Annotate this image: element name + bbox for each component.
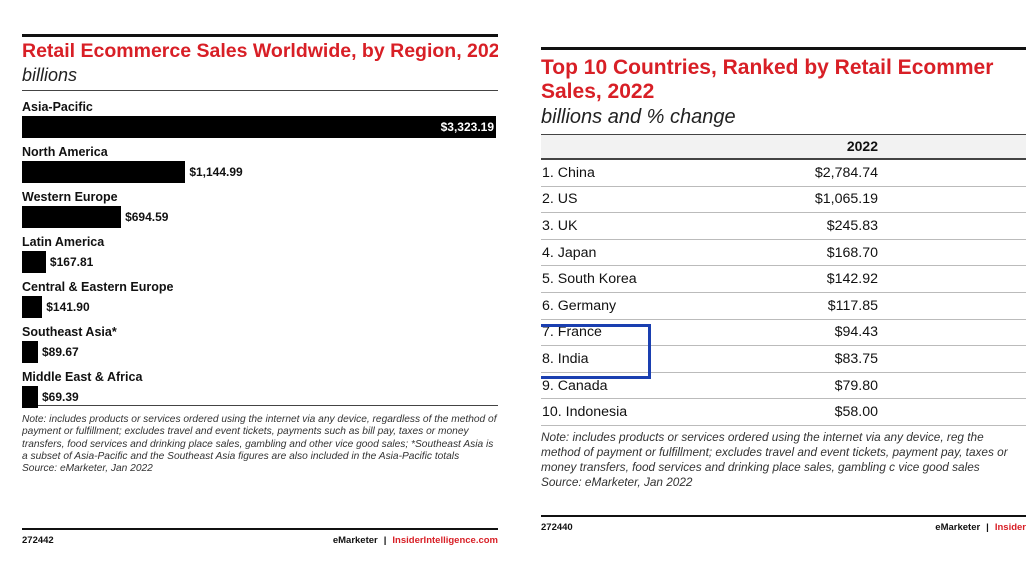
bar-value-label: $141.90 xyxy=(46,299,90,314)
value-cell: $142.92 xyxy=(692,265,1026,293)
chart-title: Retail Ecommerce Sales Worldwide, by Reg… xyxy=(22,40,498,62)
bar xyxy=(22,115,496,138)
bar-value-label: $69.39 xyxy=(42,389,79,404)
value-cell: $245.83 xyxy=(692,212,1026,240)
country-cell: 6. Germany xyxy=(541,292,693,320)
table-title-line2: Sales, 2022 xyxy=(541,79,655,103)
bar-value-label: $1,144.99 xyxy=(189,164,243,179)
value-cell: $83.75 xyxy=(692,345,1026,373)
bar-value-label: $89.67 xyxy=(42,344,79,359)
bar-category-label: Southeast Asia* xyxy=(22,324,117,339)
table-row: 8. India $83.75 xyxy=(541,345,1026,373)
brand-separator: | xyxy=(383,535,387,546)
source-text: Source: eMarketer, Jan 2022 xyxy=(541,474,693,489)
table-row: 5. South Korea $142.92 xyxy=(541,265,1026,293)
brand-site: Insider xyxy=(994,522,1026,533)
value-cell: $58.00 xyxy=(692,398,1026,426)
bar-group: Western Europe $694.59 xyxy=(22,190,498,234)
table-row: 3. UK $245.83 xyxy=(541,212,1026,240)
bar-chart-area: Asia-Pacific $3,323.19 North America $1,144… xyxy=(22,100,498,408)
country-cell: 5. South Korea xyxy=(541,265,693,293)
brand-separator: | xyxy=(986,522,989,533)
top-rule xyxy=(22,34,498,37)
bar-group: Central & Eastern Europe $141.90 xyxy=(22,280,498,324)
table-row: 2. US $1,065.19 xyxy=(541,186,1026,214)
value-cell: $79.80 xyxy=(692,372,1026,400)
table-row: 7. France $94.43 xyxy=(541,319,1026,347)
value-cell: $2,784.74 xyxy=(692,159,1026,187)
bar-category-label: Latin America xyxy=(22,234,105,249)
top-rule xyxy=(541,47,1026,50)
country-cell: 4. Japan xyxy=(541,239,693,267)
value-cell: $117.85 xyxy=(692,292,1026,320)
table-row: 10. Indonesia $58.00 xyxy=(541,398,1026,426)
country-cell: 10. Indonesia xyxy=(541,398,693,426)
footer-brand: eMarketer | InsiderIntelligence.com xyxy=(333,535,498,546)
table-wrapper: 2022 1. China $2,784.74 2. US $1,065.19 3. U… xyxy=(541,134,1026,426)
note-text: Note: includes products or services orde… xyxy=(22,413,497,463)
table-row: 4. Japan $168.70 xyxy=(541,239,1026,267)
bar-group: Middle East & Africa $69.39 xyxy=(22,370,498,414)
table-note: Note: includes products or services orde… xyxy=(541,430,1026,490)
bar-group: North America $1,144.99 xyxy=(22,145,498,189)
bar xyxy=(22,340,38,363)
bar-category-label: Central & Eastern Europe xyxy=(22,279,174,294)
bar-category-label: Middle East & Africa xyxy=(22,369,143,384)
bar xyxy=(22,295,43,318)
brand-name: eMarketer xyxy=(332,535,378,546)
country-cell: 8. India xyxy=(541,345,693,373)
country-cell: 2. US xyxy=(541,186,693,214)
table-body: 1. China $2,784.74 2. US $1,065.19 3. UK $245… xyxy=(541,159,1026,426)
bar-category-label: North America xyxy=(22,144,108,159)
footer-brand: eMarketer | Insider xyxy=(935,522,1026,533)
bar-category-label: Asia-Pacific xyxy=(22,99,93,114)
table-title-line1: Top 10 Countries, Ranked by Retail Ecomm… xyxy=(541,56,994,79)
bar xyxy=(22,205,122,228)
table-row: 6. Germany $117.85 xyxy=(541,292,1026,320)
brand-name: eMarketer xyxy=(935,522,981,533)
bar-category-label: Western Europe xyxy=(22,189,118,204)
bar-group: Southeast Asia* $89.67 xyxy=(22,325,498,369)
title-divider xyxy=(22,89,498,91)
bar-value-label: $3,323.19 xyxy=(440,119,494,134)
bar xyxy=(22,160,186,183)
value-cell: $94.43 xyxy=(692,319,1026,347)
bar-value-label: $694.59 xyxy=(125,209,169,224)
table-row: 1. China $2,784.74 xyxy=(541,159,1026,187)
bar-value-label: $167.81 xyxy=(49,254,94,269)
column-header-2022: 2022 xyxy=(541,134,1026,161)
table-footer: 272440 eMarketer | Insider xyxy=(541,515,1026,537)
value-cell: $168.70 xyxy=(692,239,1026,267)
country-cell: 3. UK xyxy=(541,212,693,240)
region-sales-chart: Retail Ecommerce Sales Worldwide, by Reg… xyxy=(22,34,498,550)
chart-id: 272442 xyxy=(22,535,54,546)
chart-id: 272440 xyxy=(541,522,573,533)
source-text: Source: eMarketer, Jan 2022 xyxy=(22,463,153,475)
table-subtitle: billions and % change xyxy=(541,106,736,129)
ranking-table: 2022 1. China $2,784.74 2. US $1,065.19 3. U… xyxy=(541,134,1026,426)
value-cell: $1,065.19 xyxy=(692,186,1026,214)
chart-subtitle: billions xyxy=(22,64,78,85)
chart-note: Note: includes products or services orde… xyxy=(22,414,498,476)
highlight-box xyxy=(541,324,651,380)
country-cell: 1. China xyxy=(541,159,693,187)
bar-group: Asia-Pacific $3,323.19 xyxy=(22,100,498,144)
bar xyxy=(22,385,38,408)
country-ranking-table: Top 10 Countries, Ranked by Retail Ecomm… xyxy=(541,47,1026,537)
brand-site: InsiderIntelligence.com xyxy=(392,535,498,546)
table-title: Top 10 Countries, Ranked by Retail Ecomm… xyxy=(541,56,1026,103)
chart-bottom-divider xyxy=(22,404,498,406)
note-text: Note: includes products or services orde… xyxy=(541,429,1008,474)
country-cell: 7. France xyxy=(541,319,693,347)
table-header-row: 2022 xyxy=(541,134,1026,161)
bar xyxy=(22,250,46,273)
bar-group: Latin America $167.81 xyxy=(22,235,498,279)
chart-footer: 272442 eMarketer | InsiderIntelligence.com xyxy=(22,528,498,550)
